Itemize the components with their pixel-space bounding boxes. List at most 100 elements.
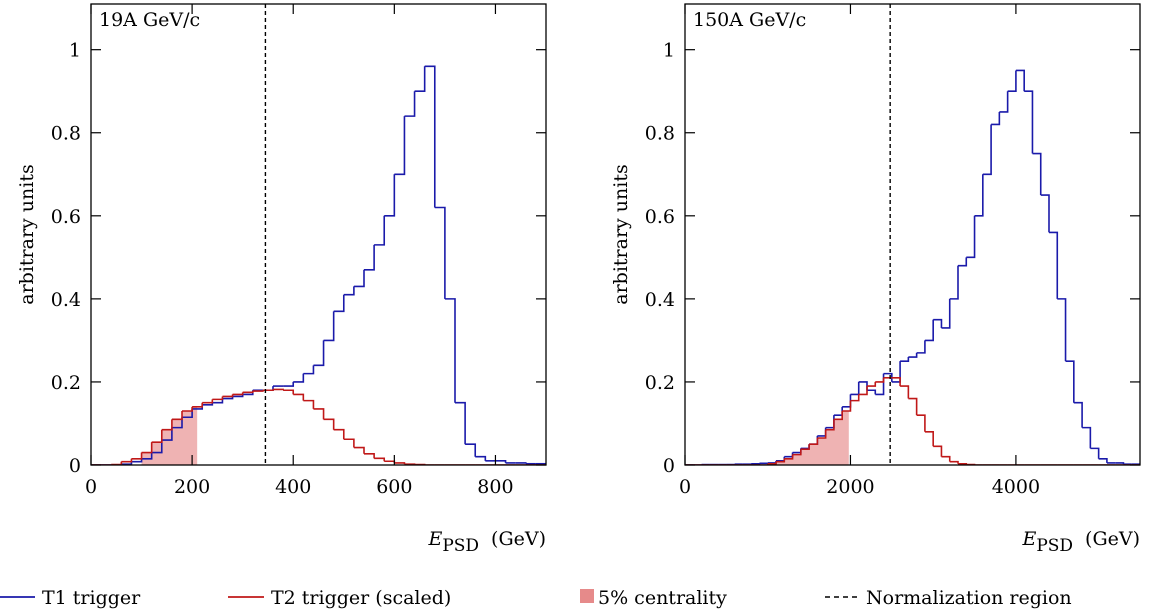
histogram-step [759,463,769,465]
histogram-step [842,400,852,412]
histogram-step [974,174,984,217]
histogram-step [817,429,827,439]
histogram-step [121,458,133,463]
histogram-step [858,381,868,391]
x-axis-label: EPSD (GeV) [427,528,546,556]
histogram-step [1040,194,1050,233]
histogram-step [999,91,1009,113]
histogram-step [800,444,810,451]
y-tick-label: 1 [69,40,81,62]
histogram-step [414,66,426,93]
histogram-step [1049,231,1059,299]
histogram-step [924,430,934,447]
y-tick-label: 0.2 [51,372,81,394]
histogram-step [941,298,951,329]
y-tick-label: 0.8 [51,123,81,145]
x-axis-label: EPSD (GeV) [1021,528,1140,556]
plot-frame [684,3,1141,466]
histogram-step [776,456,786,462]
histogram-step [131,458,143,463]
histogram-step [394,462,406,465]
histogram-step [1007,70,1017,93]
histogram-step [833,411,843,421]
histogram-step [825,419,835,431]
histogram-step [273,388,284,391]
histogram-step [111,461,123,465]
histogram-step [161,419,173,431]
histogram-step [850,394,860,402]
x-label-unit: (GeV) [1085,528,1140,550]
annotation: 150A GeV/c [693,9,806,31]
histogram-step [242,391,254,394]
plot-area [685,69,1140,465]
legend-label: 5% centrality [598,587,727,609]
y-tick-label: 0.4 [51,289,81,311]
histogram-step [222,394,234,398]
histogram-step [858,386,868,396]
histogram-step [825,415,835,429]
histogram-step [900,357,910,362]
y-axis-label: arbitrary units [610,164,632,305]
legend-label: Normalization region [866,587,1072,609]
x-tick-label: 4000 [992,476,1040,498]
y-tick-label: 0.8 [645,123,675,145]
x-tick-label: 800 [477,476,513,498]
y-tick-label: 0.6 [51,206,81,228]
y-tick-label: 0 [663,455,675,477]
shaded-region [767,411,849,465]
histogram-step [1090,447,1100,459]
histogram-step [833,406,843,416]
histogram-step [394,116,406,176]
y-tick-label: 0 [69,455,81,477]
histogram-step [809,438,819,446]
histogram-step [1082,426,1092,449]
histogram-step [933,445,943,457]
plot-frame [90,3,547,466]
histogram-step [1065,360,1075,403]
histogram-step [792,449,802,456]
legend-swatch [580,589,594,603]
histogram-step [455,401,466,445]
histogram-step [767,460,777,464]
histogram-step [151,440,163,454]
histogram-step [313,408,325,420]
histogram-step [900,385,910,399]
histogram-step [991,111,1001,126]
histogram-step [924,319,934,342]
histogram-step [475,455,487,461]
legend-label: T2 trigger (scaled) [271,587,451,609]
legend-label: T1 trigger [42,587,141,609]
histogram-step [171,411,183,421]
histogram-step [252,390,264,392]
histogram-step [949,265,959,300]
histogram-step [303,365,315,375]
x-tick-label: 2000 [826,476,874,498]
x-label-symbol: E [427,528,442,550]
x-tick-label: 200 [174,476,210,498]
histogram-step [192,402,204,408]
histogram-step [933,318,943,328]
x-label-subscript: PSD [442,536,479,556]
histogram-step [374,215,386,246]
histogram-step [891,361,901,383]
histogram-step [784,452,794,458]
x-label-subscript: PSD [1036,536,1073,556]
histogram-step [1073,401,1083,428]
histogram-step [850,381,860,396]
histogram-step [800,444,810,450]
histogram-step [809,435,819,446]
histogram-step [875,377,885,383]
histogram-step [883,372,893,382]
histogram-step [495,460,507,463]
histogram-step [784,454,794,460]
y-tick-label: 0.2 [645,372,675,394]
histogram-step [323,311,335,342]
histogram-step [434,206,446,299]
y-tick-label: 0.6 [645,206,675,228]
histogram-step [949,460,959,464]
histogram-step [293,373,305,383]
histogram-step [792,448,802,454]
histogram-step [515,462,527,464]
histogram-step [283,381,295,387]
